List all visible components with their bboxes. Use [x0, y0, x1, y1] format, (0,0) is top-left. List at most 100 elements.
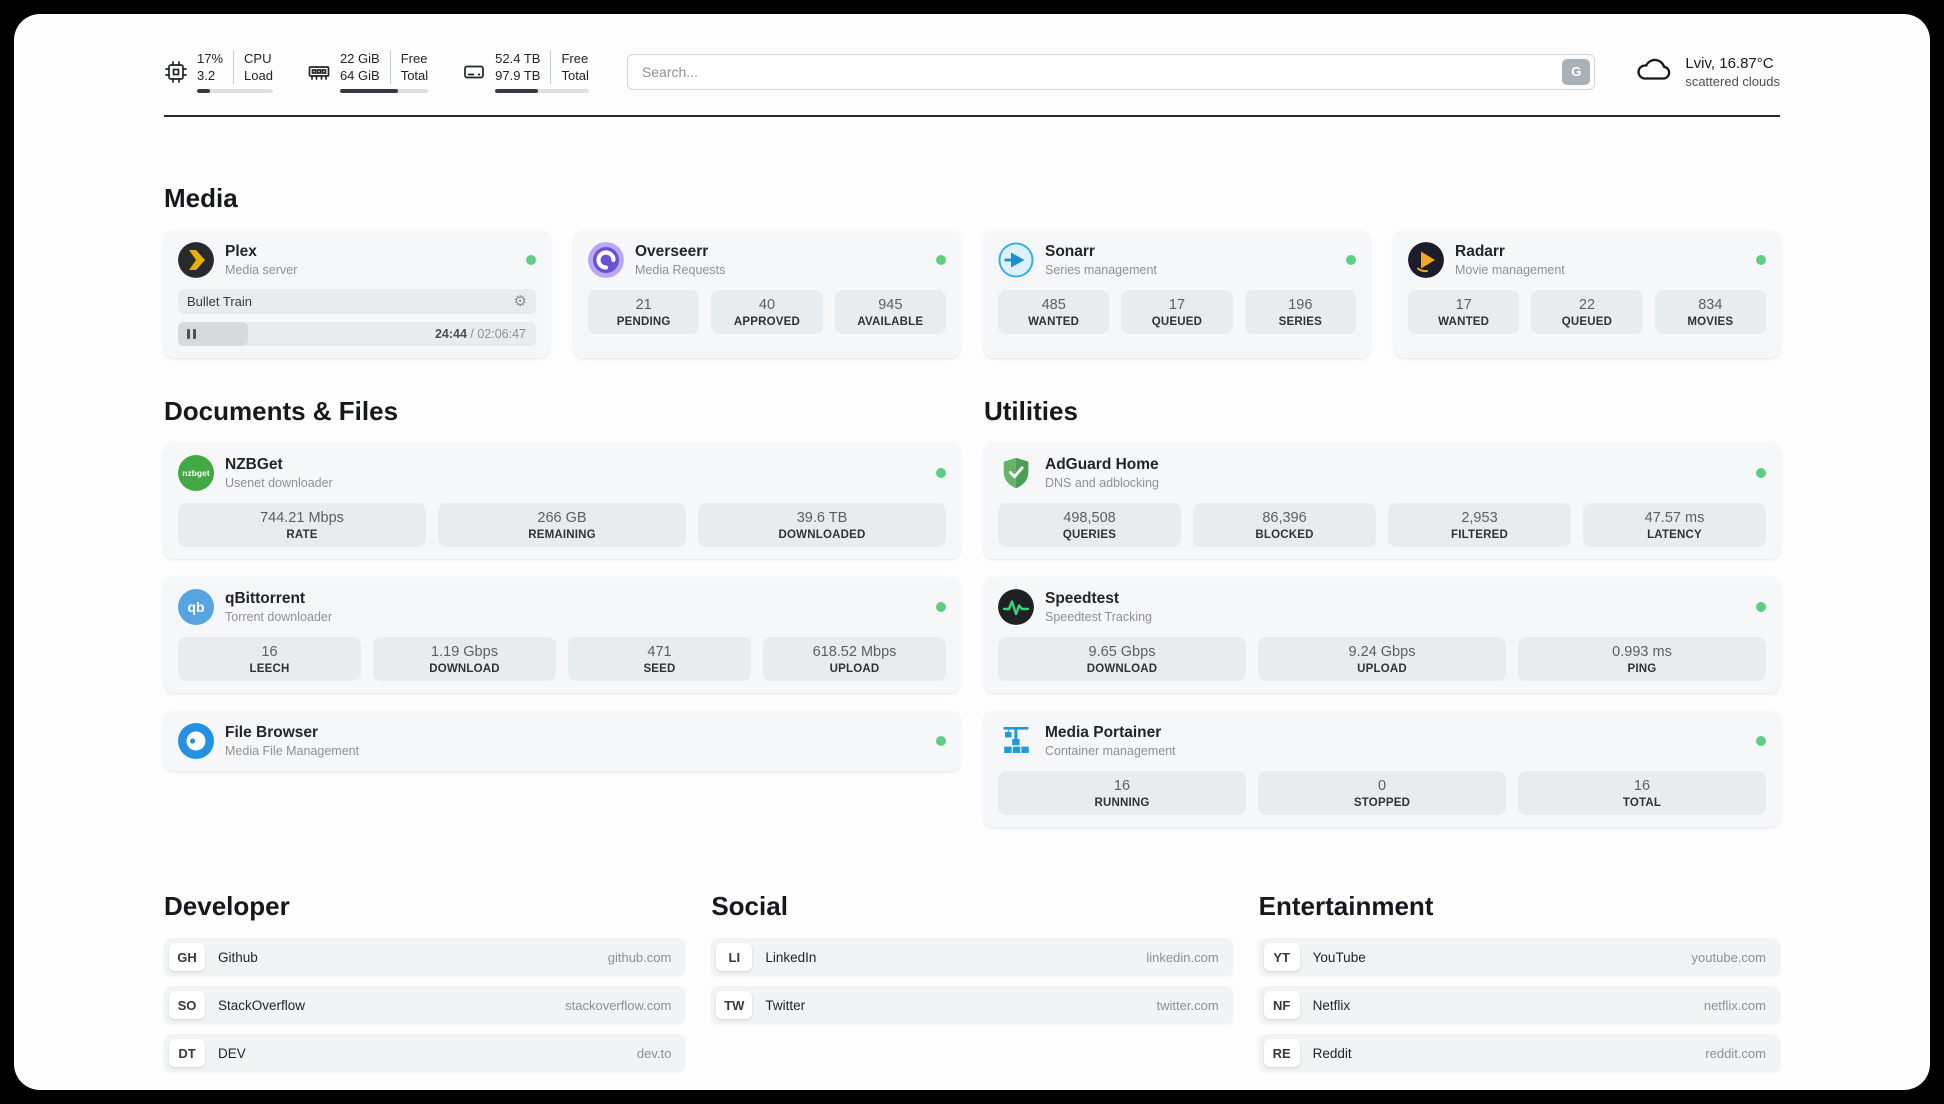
cpu-label: CPU: [244, 51, 272, 66]
cpu-widget: 17% 3.2 CPU Load: [164, 50, 273, 93]
app-name: NZBGet: [225, 456, 283, 473]
adguard-shield-icon: [998, 455, 1034, 491]
documents-section: Documents & Files nzbget NZBGet Usenet d…: [164, 396, 960, 827]
status-online-dot: [936, 736, 946, 746]
bookmark-netflix[interactable]: NF Netflix netflix.com: [1258, 986, 1780, 1024]
hardware-widgets: 17% 3.2 CPU Load: [164, 50, 589, 93]
memory-progress-bar: [339, 89, 429, 93]
app-card-overseerr[interactable]: Overseerr Media Requests 21 PENDING 40 A…: [574, 230, 960, 358]
stackoverflow-abbr-icon: SO: [169, 991, 205, 1019]
app-subtitle: Speedtest Tracking: [1045, 610, 1153, 624]
speedtest-icon: [998, 589, 1034, 625]
social-section: Social LI LinkedIn linkedin.com TW Twitt…: [711, 891, 1233, 1072]
disk-progress-bar: [495, 89, 589, 93]
stat-movies: 834 MOVIES: [1654, 290, 1766, 334]
app-card-qbittorrent[interactable]: qb qBittorrent Torrent downloader 16 LEE…: [164, 577, 960, 693]
nzbget-icon: nzbget: [178, 455, 214, 491]
stat-blocked: 86,396 BLOCKED: [1193, 503, 1376, 547]
search-input[interactable]: [626, 53, 1596, 90]
app-subtitle: Media File Management: [225, 744, 360, 758]
player-progress-row[interactable]: 24:44 / 02:06:47: [178, 322, 536, 346]
stat-ping: 0.993 ms PING: [1518, 637, 1766, 681]
stat-upload: 9.24 Gbps UPLOAD: [1258, 637, 1506, 681]
stat-upload: 618.52 Mbps UPLOAD: [763, 637, 946, 681]
bookmark-twitter[interactable]: TW Twitter twitter.com: [711, 986, 1233, 1024]
developer-section-title: Developer: [164, 891, 290, 921]
documents-section-title: Documents & Files: [164, 396, 399, 426]
developer-section: Developer GH Github github.com SO StackO…: [164, 891, 686, 1072]
status-online-dot: [1756, 736, 1766, 746]
memory-widget: 22 GiB 64 GiB Free Total: [307, 50, 429, 93]
stat-pending: 21 PENDING: [588, 290, 700, 334]
cloud-icon: [1633, 52, 1675, 91]
stat-latency: 47.57 ms LATENCY: [1583, 503, 1766, 547]
stat-approved: 40 APPROVED: [711, 290, 823, 334]
memory-total-label: Total: [400, 68, 429, 83]
app-name: Overseerr: [635, 243, 709, 260]
github-abbr-icon: GH: [169, 943, 205, 971]
search-bar: G: [626, 53, 1596, 90]
portainer-crane-icon: [998, 723, 1034, 759]
bookmark-reddit[interactable]: RE Reddit reddit.com: [1258, 1034, 1780, 1072]
bookmark-youtube[interactable]: YT YouTube youtube.com: [1258, 938, 1780, 976]
app-subtitle: Usenet downloader: [225, 476, 333, 490]
stat-stopped: 0 STOPPED: [1258, 771, 1506, 815]
topbar: 17% 3.2 CPU Load: [164, 50, 1780, 93]
filebrowser-icon: [178, 723, 214, 759]
app-subtitle: DNS and adblocking: [1045, 476, 1159, 490]
media-section-title: Media: [164, 183, 238, 213]
status-online-dot: [1756, 468, 1766, 478]
app-card-radarr[interactable]: Radarr Movie management 17 WANTED 22 QUE…: [1394, 230, 1780, 358]
stat-total: 16 TOTAL: [1518, 771, 1766, 815]
stat-series: 196 SERIES: [1244, 290, 1356, 334]
now-playing-row: Bullet Train ⚙: [178, 289, 536, 314]
stat-queued: 17 QUEUED: [1121, 290, 1233, 334]
stat-seed: 471 SEED: [568, 637, 751, 681]
app-card-adguard[interactable]: AdGuard Home DNS and adblocking 498,508 …: [984, 443, 1780, 559]
status-online-dot: [1346, 255, 1356, 265]
bookmark-linkedin[interactable]: LI LinkedIn linkedin.com: [711, 938, 1233, 976]
bookmark-stackoverflow[interactable]: SO StackOverflow stackoverflow.com: [164, 986, 686, 1024]
app-card-nzbget[interactable]: nzbget NZBGet Usenet downloader 744.21 M…: [164, 443, 960, 559]
twitter-abbr-icon: TW: [716, 991, 753, 1019]
weather-widget: Lviv, 16.87°C scattered clouds: [1633, 52, 1780, 91]
reddit-abbr-icon: RE: [1263, 1039, 1300, 1067]
cpu-progress-bar: [197, 89, 273, 93]
app-card-sonarr[interactable]: Sonarr Series management 485 WANTED 17 Q…: [984, 230, 1370, 358]
hard-drive-icon: [462, 60, 486, 84]
stat-wanted: 485 WANTED: [998, 290, 1110, 334]
linkedin-abbr-icon: LI: [716, 943, 753, 971]
cpu-load-label: Load: [244, 68, 273, 83]
entertainment-section-title: Entertainment: [1258, 891, 1434, 921]
search-engine-button[interactable]: G: [1562, 58, 1591, 85]
disk-widget: 52.4 TB 97.9 TB Free Total: [462, 50, 589, 93]
stat-leech: 16 LEECH: [178, 637, 361, 681]
app-subtitle: Movie management: [1455, 263, 1565, 277]
status-online-dot: [936, 468, 946, 478]
app-card-filebrowser[interactable]: File Browser Media File Management: [164, 711, 960, 771]
app-name: AdGuard Home: [1045, 456, 1159, 473]
app-subtitle: Media server: [225, 263, 298, 277]
disk-free-value: 52.4 TB: [495, 51, 541, 66]
app-name: Radarr: [1455, 243, 1505, 260]
app-card-plex[interactable]: Plex Media server Bullet Train ⚙ 24:44 /…: [164, 230, 550, 358]
bookmark-github[interactable]: GH Github github.com: [164, 938, 686, 976]
app-name: qBittorrent: [225, 590, 306, 607]
app-subtitle: Series management: [1045, 263, 1157, 277]
plex-icon: [178, 242, 214, 278]
memory-total-value: 64 GiB: [339, 68, 380, 83]
settings-gear-icon[interactable]: ⚙: [513, 293, 527, 310]
cpu-percent: 17%: [197, 51, 224, 66]
status-online-dot: [936, 602, 946, 612]
bookmark-dev[interactable]: DT DEV dev.to: [164, 1034, 686, 1072]
pause-button[interactable]: [187, 329, 196, 339]
app-subtitle: Media Requests: [635, 263, 726, 277]
playback-time: 24:44 / 02:06:47: [434, 327, 526, 341]
stat-running: 16 RUNNING: [998, 771, 1246, 815]
app-card-speedtest[interactable]: Speedtest Speedtest Tracking 9.65 Gbps D…: [984, 577, 1780, 693]
app-card-portainer[interactable]: Media Portainer Container management 16 …: [984, 711, 1780, 827]
stat-download: 1.19 Gbps DOWNLOAD: [373, 637, 556, 681]
cpu-load: 3.2: [197, 68, 216, 83]
status-online-dot: [936, 255, 946, 265]
disk-total-label: Total: [561, 68, 589, 83]
